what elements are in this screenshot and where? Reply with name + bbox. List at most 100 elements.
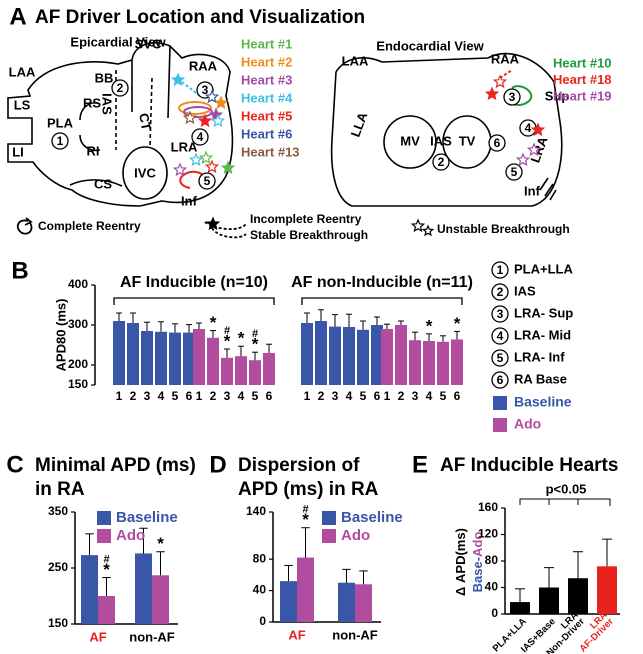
bar xyxy=(155,331,167,385)
chart-title: APD (ms) in RA xyxy=(238,479,379,500)
star-icon xyxy=(210,113,226,128)
site-circle xyxy=(491,349,509,367)
anatomy-label: LAA xyxy=(342,53,369,68)
group-bracket xyxy=(113,297,275,305)
heart-label: Heart #2 xyxy=(241,54,292,69)
star-icon xyxy=(188,152,204,167)
y-axis-label: Δ APD(ms) xyxy=(453,528,468,596)
bar xyxy=(315,321,327,385)
bar xyxy=(301,323,313,385)
legend-label: PLA+LLA xyxy=(514,261,573,276)
site-number: 2 xyxy=(117,81,124,95)
panel-letter: A xyxy=(9,3,26,30)
panel-letter: B xyxy=(11,257,28,284)
y-axis-label-part: Ado xyxy=(470,532,485,557)
y-tick-label: 350 xyxy=(48,504,68,518)
significance-mark: # xyxy=(252,328,258,340)
anatomy-label: LLA xyxy=(348,110,371,139)
bar xyxy=(263,353,275,385)
bar xyxy=(152,575,169,624)
significance-mark: * xyxy=(302,510,309,529)
x-tick-label: 3 xyxy=(412,389,419,403)
significance-mark: # xyxy=(103,553,109,565)
y-tick-label: 80 xyxy=(485,553,499,567)
site-number: 6 xyxy=(494,136,501,150)
legend-label: Stable Breakthrough xyxy=(250,228,368,242)
y-axis-label: APD80 (ms) xyxy=(53,299,68,372)
star-icon xyxy=(220,160,236,175)
site-number: 1 xyxy=(57,134,64,148)
legend-icons xyxy=(16,217,247,239)
site-circle xyxy=(432,153,450,171)
x-tick-label: AF xyxy=(89,629,106,644)
x-tick-label: 1 xyxy=(304,389,311,403)
x-tick-label: 4 xyxy=(238,389,245,403)
heart-label: Heart #1 xyxy=(241,36,292,51)
bar xyxy=(280,581,297,622)
site-number: 4 xyxy=(525,121,532,135)
site-number: 3 xyxy=(509,90,516,104)
bar xyxy=(169,332,181,385)
legend-label: LRA- Mid xyxy=(514,327,571,342)
x-tick-label: 2 xyxy=(318,389,325,403)
x-tick-label: 6 xyxy=(266,389,273,403)
site-circle xyxy=(51,132,69,150)
heart-label: Heart #6 xyxy=(241,126,292,141)
y-tick-label: 300 xyxy=(68,317,88,331)
legend-label: LRA- Sup xyxy=(514,305,573,320)
group-label: AF Inducible (n=10) xyxy=(120,274,268,291)
significance-mark: * xyxy=(252,335,259,354)
bar xyxy=(127,323,139,385)
y-tick-label: 80 xyxy=(253,551,267,565)
panel-letter: E xyxy=(412,451,428,478)
site-circle xyxy=(488,134,506,152)
x-tick-label: 1 xyxy=(384,389,391,403)
star-icon xyxy=(515,152,531,167)
bar xyxy=(193,329,205,385)
star-icon xyxy=(213,95,229,110)
bar xyxy=(113,321,125,385)
x-tick-label: AF xyxy=(288,627,305,642)
anatomy-label: RAA xyxy=(491,51,520,66)
x-tick-label: 5 xyxy=(172,389,179,403)
heart-label: Heart #18 xyxy=(553,72,612,87)
legend-swatch xyxy=(493,396,507,410)
site-circle xyxy=(491,305,509,323)
anatomy-label: TV xyxy=(459,133,476,148)
chart-title: in RA xyxy=(35,479,85,500)
significance-bracket xyxy=(519,498,611,506)
legend-label: IAS xyxy=(514,283,536,298)
legend-label: Unstable Breakthrough xyxy=(437,222,570,236)
site-number: 1 xyxy=(497,263,504,277)
site-circle xyxy=(191,128,209,146)
group-label: AF non-Inducible (n=11) xyxy=(291,274,473,291)
bar xyxy=(338,582,355,622)
anatomy-label: IVC xyxy=(134,165,156,180)
y-tick-label: 150 xyxy=(48,616,68,630)
anatomy-label: CS xyxy=(94,176,112,191)
significance-mark: * xyxy=(238,329,245,348)
significance-mark: * xyxy=(454,314,461,333)
significance-label: p<0.05 xyxy=(546,481,587,496)
anatomy-label: Inf xyxy=(181,193,198,208)
x-tick-label: 5 xyxy=(360,389,367,403)
site-number: 5 xyxy=(511,165,518,179)
site-number: 2 xyxy=(438,155,445,169)
legend-label: LRA- Inf xyxy=(514,349,565,364)
significance-mark: * xyxy=(210,313,217,332)
bar xyxy=(183,332,195,385)
bar xyxy=(249,360,261,385)
bar xyxy=(207,337,219,385)
star-icon xyxy=(198,150,214,165)
bar xyxy=(221,357,233,385)
site-circle xyxy=(491,261,509,279)
bar xyxy=(451,339,463,385)
y-tick-label: 400 xyxy=(68,277,88,291)
significance-mark: * xyxy=(426,316,433,335)
bar xyxy=(568,578,588,614)
anatomy-label: LRA xyxy=(171,139,198,154)
heart-label: Heart #13 xyxy=(241,144,300,159)
anatomy-label: RI xyxy=(87,143,100,158)
x-tick-label: 3 xyxy=(144,389,151,403)
